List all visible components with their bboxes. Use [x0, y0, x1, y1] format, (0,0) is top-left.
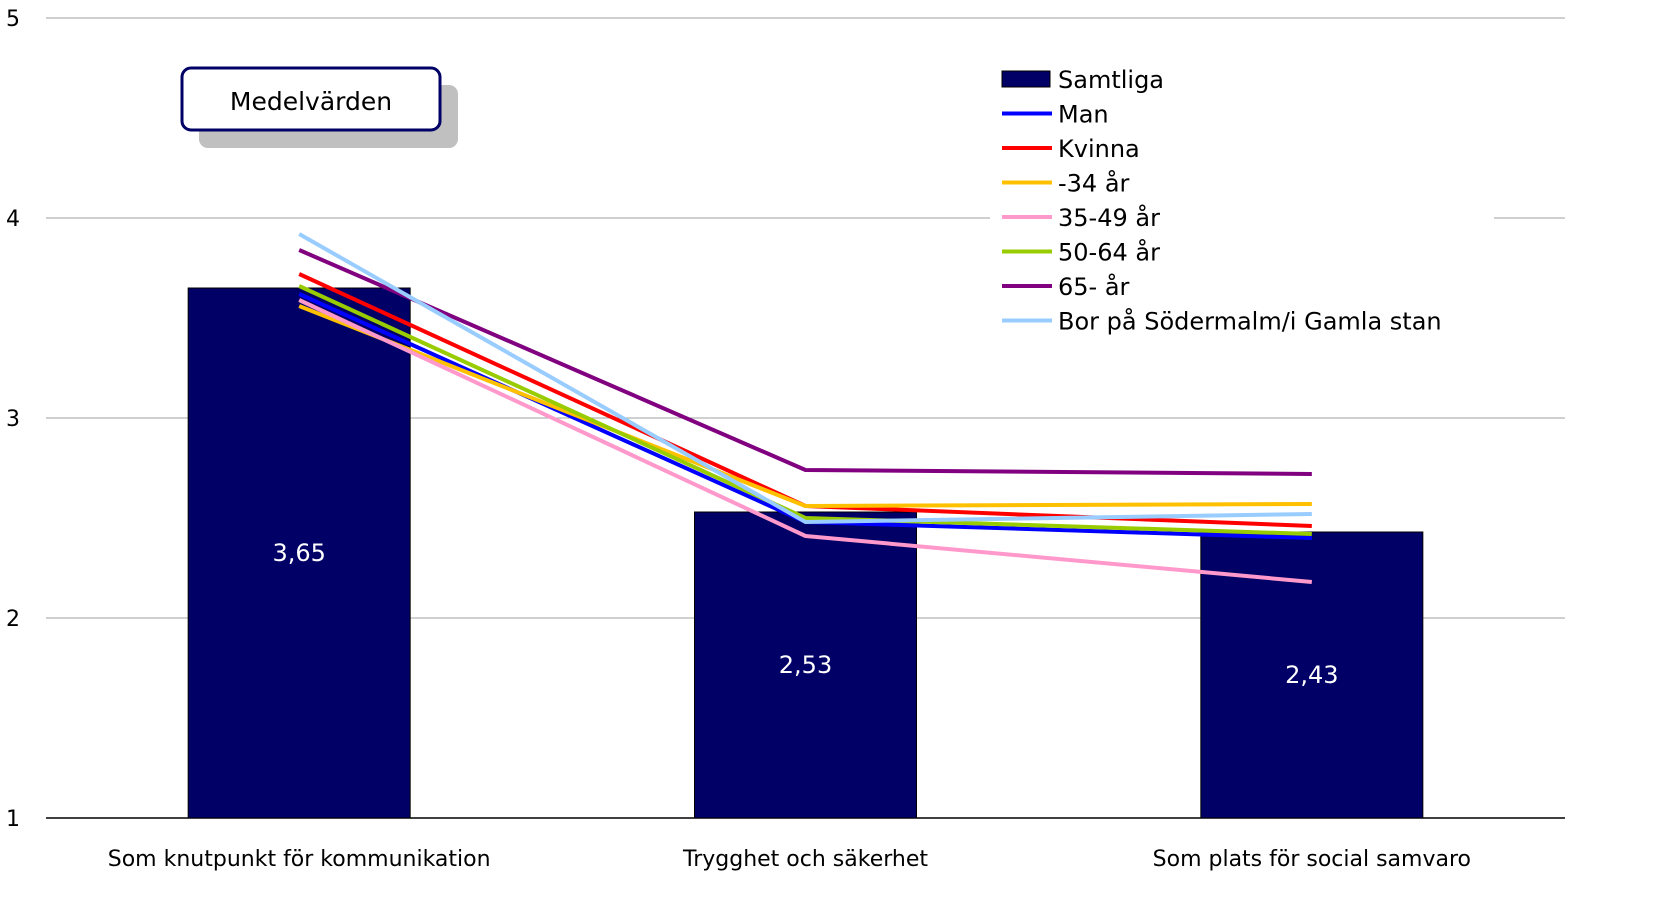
bar-data-labels: 3,65 2,53 2,43: [272, 539, 1338, 689]
x-tick-label: Som knutpunkt för kommunikation: [108, 847, 491, 872]
y-tick-label: 5: [6, 7, 20, 32]
y-tick-labels: 1 2 3 4 5: [6, 7, 20, 832]
series-lines: [298, 232, 1313, 584]
annotation-text: Medelvärden: [230, 87, 392, 116]
series-line-bor-på-södermalm-i-gamla-stan: [298, 232, 1312, 524]
bar: [1200, 531, 1424, 819]
legend-label: Samtliga: [1058, 66, 1164, 94]
legend-label: 35-49 år: [1058, 203, 1160, 232]
annotation-frame: [180, 66, 442, 132]
series-line-65-år: [298, 248, 1312, 476]
x-tick-label: Som plats för social samvaro: [1153, 847, 1471, 872]
legend-label: Kvinna: [1058, 135, 1140, 163]
bar-data-label: 3,65: [272, 539, 325, 567]
bar-data-label: 2,53: [779, 651, 832, 679]
y-tick-label: 2: [6, 607, 20, 632]
y-tick-label: 1: [6, 807, 20, 832]
legend-label: Man: [1058, 101, 1109, 129]
annotation-box: Medelvärden: [180, 66, 458, 148]
legend: Samtliga Man Kvinna -34 år 35-49 år 50-64 år 6…: [990, 60, 1494, 345]
series-line--34-år: [298, 304, 1312, 508]
bars: [187, 287, 1424, 819]
series-line-35-49-år: [298, 298, 1313, 584]
y-tick-label: 3: [6, 407, 20, 432]
series-line-50-64-år: [298, 284, 1312, 536]
bar-data-label: 2,43: [1285, 661, 1338, 689]
legend-background: [990, 60, 1494, 345]
legend-label: 65- år: [1058, 272, 1130, 301]
legend-label: -34 år: [1058, 169, 1130, 198]
x-tick-label: Trygghet och säkerhet: [682, 847, 928, 872]
bar: [187, 287, 411, 819]
legend-label: 50-64 år: [1058, 238, 1160, 267]
legend-label: Bor på Södermalm/i Gamla stan: [1058, 307, 1442, 336]
bar: [694, 511, 917, 819]
y-tick-label: 4: [6, 207, 20, 232]
x-tick-labels: Som knutpunkt för kommunikation Trygghet …: [108, 847, 1471, 872]
legend-swatch-bar: [1001, 70, 1051, 88]
